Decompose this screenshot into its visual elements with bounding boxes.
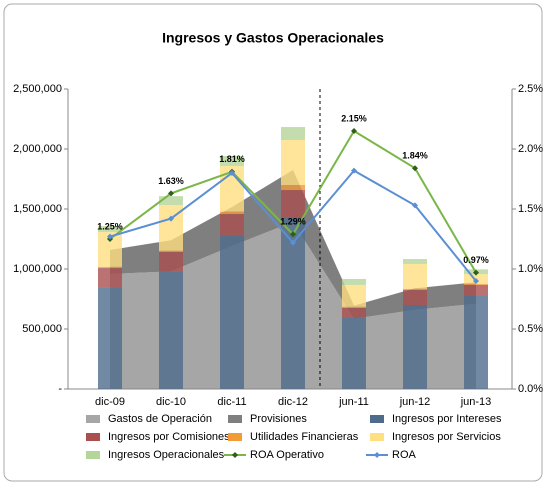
- bar: [403, 290, 427, 305]
- x-tick-label: dic-11: [217, 396, 246, 408]
- x-tick-label: dic-10: [156, 396, 186, 408]
- data-label: 1.25%: [97, 221, 123, 231]
- bar: [342, 306, 366, 308]
- x-tick-label: jun-11: [338, 396, 369, 408]
- legend-label: Gastos de Operación: [108, 413, 212, 425]
- marker: [107, 233, 113, 240]
- bar: [464, 296, 488, 389]
- legend-symbol: [370, 415, 384, 423]
- bar: [342, 308, 366, 318]
- legend-label: Ingresos por Comisiones: [108, 431, 230, 443]
- x-tick-label: dic-09: [95, 396, 125, 408]
- bar: [403, 263, 427, 289]
- bar: [342, 278, 366, 285]
- bar: [220, 155, 244, 167]
- legend-symbol: [86, 451, 100, 459]
- marker: [412, 202, 418, 209]
- y2-tick-label: 2.5%: [518, 83, 543, 95]
- marker: [351, 167, 357, 174]
- legend-label: Utilidades Financieras: [250, 431, 359, 443]
- data-label: 1.84%: [402, 151, 428, 161]
- chart-title: Ingresos y Gastos Operacionales: [162, 30, 384, 46]
- legend-symbol: [370, 433, 384, 441]
- bar: [220, 214, 244, 236]
- marker: [290, 239, 296, 246]
- legend-label: Provisiones: [250, 413, 307, 425]
- bar: [403, 288, 427, 290]
- data-label: 2.15%: [341, 113, 367, 123]
- legend-label: Ingresos Operacionales: [108, 449, 225, 461]
- y-tick-label: -: [58, 383, 62, 395]
- bar: [98, 226, 122, 233]
- y2-tick-label: 0.5%: [518, 323, 543, 335]
- x-tick-label: jun-13: [460, 396, 492, 408]
- bar: [281, 218, 305, 389]
- y2-tick-label: 1.0%: [518, 263, 543, 275]
- legend-symbol: [86, 415, 100, 423]
- bar: [464, 283, 488, 285]
- bar: [464, 284, 488, 296]
- legend-symbol: [228, 433, 242, 441]
- x-tick-label: jun-12: [399, 396, 431, 408]
- legend-label: Ingresos por Intereses: [392, 413, 502, 425]
- marker: [168, 190, 174, 197]
- legend-label: ROA Operativo: [250, 449, 324, 461]
- bar: [220, 236, 244, 389]
- data-label: 1.29%: [280, 217, 306, 227]
- y-tick-label: 1,000,000: [13, 263, 62, 275]
- legend-symbol: [232, 452, 238, 458]
- bar: [220, 211, 244, 215]
- bar: [98, 268, 122, 288]
- bar: [159, 250, 183, 252]
- legend-label: Ingresos por Servicios: [392, 431, 501, 443]
- marker: [229, 170, 235, 176]
- legend-symbol: [228, 415, 242, 423]
- bar: [281, 185, 305, 191]
- marker: [412, 165, 418, 172]
- bar: [281, 190, 305, 218]
- bar: [159, 272, 183, 389]
- marker: [351, 128, 357, 134]
- data-label: 1.63%: [158, 176, 184, 186]
- marker: [473, 278, 479, 284]
- y-tick-label: 500,000: [22, 323, 62, 335]
- bar: [98, 287, 122, 389]
- y-tick-label: 2,500,000: [13, 83, 62, 95]
- bar: [159, 196, 183, 206]
- bar: [342, 317, 366, 389]
- y2-tick-label: 1.5%: [518, 203, 543, 215]
- bar: [281, 140, 305, 185]
- data-label: 1.81%: [219, 154, 245, 164]
- legend-label: ROA: [392, 449, 417, 461]
- marker: [290, 231, 296, 238]
- marker: [168, 215, 174, 222]
- y-tick-label: 2,000,000: [13, 143, 62, 155]
- bar: [403, 305, 427, 389]
- legend-symbol: [86, 433, 100, 441]
- legend-symbol: [374, 452, 380, 458]
- marker: [473, 269, 479, 276]
- y2-tick-label: 0.0%: [518, 383, 543, 395]
- bar: [281, 127, 305, 140]
- y2-tick-label: 2.0%: [518, 143, 543, 155]
- y-tick-label: 1,500,000: [13, 203, 62, 215]
- x-tick-label: dic-12: [278, 396, 308, 408]
- bar: [159, 251, 183, 272]
- data-label: 0.97%: [463, 255, 489, 265]
- bar: [403, 259, 427, 264]
- bar: [342, 284, 366, 307]
- bar: [98, 266, 122, 269]
